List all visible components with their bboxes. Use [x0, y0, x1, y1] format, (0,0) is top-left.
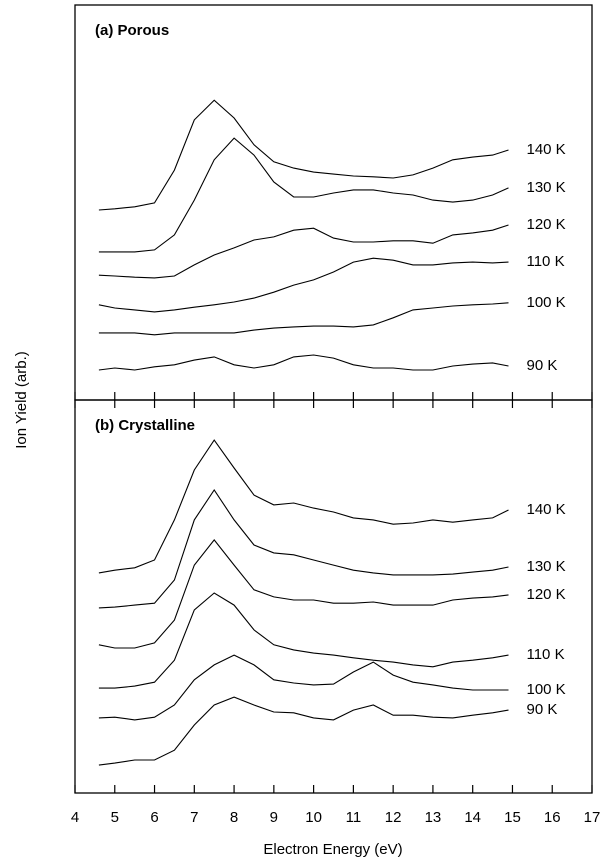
panel-title: (a) Porous: [95, 22, 169, 39]
legend-label: 130 K: [526, 179, 565, 196]
x-tick-label: 10: [305, 809, 322, 826]
legend-label: 100 K: [526, 681, 565, 698]
curve: [98, 137, 509, 253]
x-tick-label: 4: [71, 809, 79, 826]
curve: [98, 539, 509, 649]
curve: [98, 439, 509, 574]
panel-frame: [74, 399, 593, 794]
legend-label: 120 K: [526, 216, 565, 233]
x-tick-label: 15: [504, 809, 521, 826]
legend-label: 120 K: [526, 586, 565, 603]
x-tick-label: 7: [190, 809, 198, 826]
x-tick-label: 8: [230, 809, 238, 826]
curve: [98, 302, 509, 336]
y-axis-label: Ion Yield (arb.): [13, 351, 30, 449]
legend-label: 140 K: [526, 501, 565, 518]
legend-label: 140 K: [526, 141, 565, 158]
legend-label: 130 K: [526, 558, 565, 575]
curve: [98, 696, 509, 766]
x-tick-label: 9: [270, 809, 278, 826]
legend-label: 100 K: [526, 294, 565, 311]
x-tick-label: 16: [544, 809, 561, 826]
legend-label: 110 K: [526, 253, 564, 270]
x-tick-label: 5: [111, 809, 119, 826]
x-tick-label: 6: [150, 809, 158, 826]
x-tick-label: 13: [425, 809, 442, 826]
panel-title: (b) Crystalline: [95, 417, 195, 434]
curve: [98, 489, 509, 609]
x-tick-label: 14: [464, 809, 481, 826]
curve: [98, 224, 509, 279]
x-tick-label: 11: [346, 809, 362, 826]
legend-label: 90 K: [526, 701, 557, 718]
x-tick-label: 17: [584, 809, 601, 826]
panel-frame: [74, 4, 593, 401]
legend-label: 90 K: [526, 357, 557, 374]
curve: [98, 592, 509, 689]
curve: [98, 654, 509, 721]
curve: [98, 99, 509, 211]
curve: [98, 257, 509, 313]
legend-label: 110 K: [526, 646, 564, 663]
curve: [98, 354, 509, 371]
x-tick-label: 12: [385, 809, 402, 826]
x-axis-label: Electron Energy (eV): [263, 841, 402, 858]
